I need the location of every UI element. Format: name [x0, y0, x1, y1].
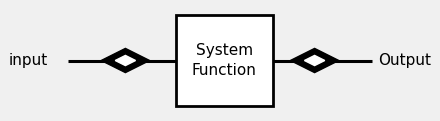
Text: Output: Output — [378, 53, 431, 68]
Polygon shape — [115, 55, 136, 66]
Bar — [176, 15, 273, 106]
Polygon shape — [304, 55, 325, 66]
Text: input: input — [9, 53, 48, 68]
Polygon shape — [290, 48, 339, 73]
Text: System
Function: System Function — [192, 43, 257, 78]
Polygon shape — [101, 48, 150, 73]
